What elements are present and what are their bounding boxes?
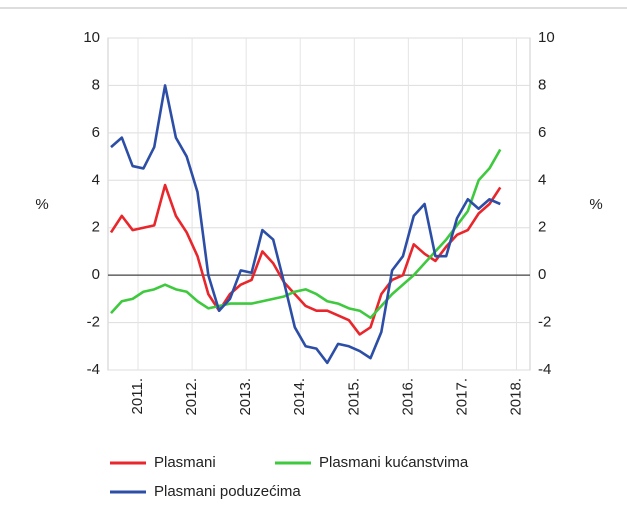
y-tick-label: 0 (92, 266, 100, 283)
x-tick-label: 2015. (345, 378, 362, 416)
legend-label: Plasmani kućanstvima (319, 454, 469, 471)
series-line (110, 84, 501, 365)
y2-axis-label: % (589, 196, 602, 213)
y-tick-label: -2 (87, 314, 100, 331)
y-tick-label: -4 (87, 361, 100, 378)
y2-tick-label: 8 (538, 76, 546, 93)
y-tick-label: 4 (92, 171, 100, 188)
y2-tick-label: 2 (538, 219, 546, 236)
y-tick-label: 8 (92, 76, 100, 93)
y2-tick-label: 4 (538, 171, 546, 188)
series-line (109, 183, 502, 336)
y2-tick-label: -2 (538, 314, 551, 331)
y2-tick-label: 6 (538, 124, 546, 141)
y-axis-label: % (35, 196, 48, 213)
y2-tick-label: 10 (538, 29, 555, 46)
y2-tick-label: -4 (538, 361, 551, 378)
x-tick-label: 2014. (291, 378, 308, 416)
x-tick-label: 2011. (129, 378, 146, 414)
x-tick-label: 2016. (399, 378, 416, 416)
y-tick-label: 10 (83, 29, 100, 46)
x-tick-label: 2012. (183, 378, 200, 416)
x-tick-label: 2018. (507, 378, 524, 416)
x-tick-label: 2017. (453, 378, 470, 416)
y2-tick-label: 0 (538, 266, 546, 283)
series-line (110, 148, 502, 320)
y-tick-label: 6 (92, 124, 100, 141)
x-tick-label: 2013. (237, 378, 254, 416)
legend-label: Plasmani (154, 454, 216, 471)
legend-label: Plasmani poduzećima (154, 483, 301, 500)
y-tick-label: 2 (92, 219, 100, 236)
